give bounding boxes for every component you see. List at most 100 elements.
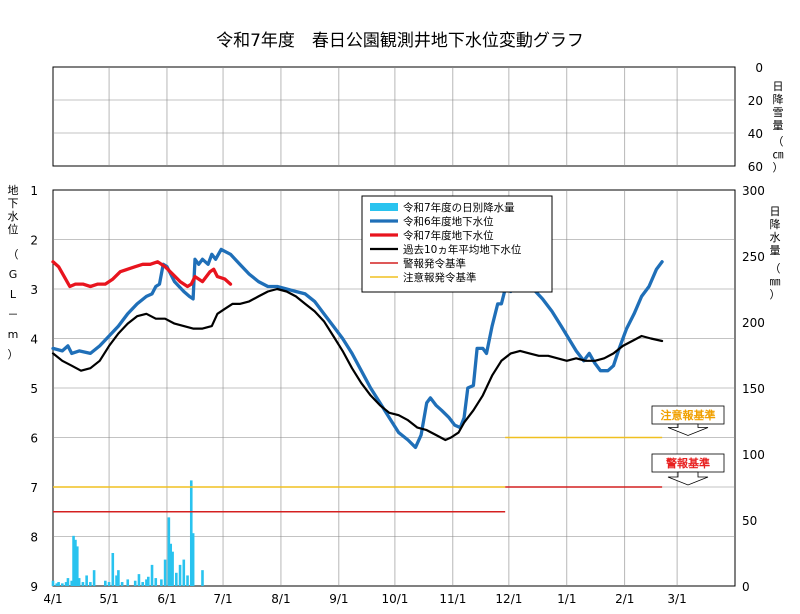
level-axis-unit: －	[8, 308, 19, 321]
level-tick-label: 7	[30, 481, 38, 495]
rainfall-bar	[137, 574, 141, 586]
rainfall-bar	[85, 575, 88, 586]
rainfall-axis-label: 量	[770, 244, 781, 257]
rainfall-axis-unit: （	[770, 262, 781, 275]
x-tick-label: 8/1	[271, 592, 290, 606]
rainfall-bar	[175, 572, 178, 586]
rainfall-bar	[201, 570, 204, 586]
level-tick-label: 9	[30, 580, 38, 594]
level-tick-label: 3	[30, 283, 38, 297]
level-tick-label: 5	[30, 382, 38, 396]
rainfall-bar	[66, 578, 70, 586]
rainfall-bar	[169, 543, 173, 586]
snowfall-axis-label: 雪	[773, 106, 784, 119]
level-axis-unit: m	[8, 328, 19, 341]
threshold-badge-label: 警報基準	[665, 456, 710, 470]
snowfall-tick-label: 60	[748, 160, 763, 174]
x-tick-label: 9/1	[329, 592, 348, 606]
x-tick-label: 5/1	[99, 592, 118, 606]
snowfall-axis-unit: ）	[773, 161, 784, 174]
snowfall-axis-unit: （	[773, 135, 784, 148]
legend-swatch	[370, 203, 398, 211]
rainfall-bar	[150, 564, 154, 586]
x-tick-label: 1/1	[557, 592, 576, 606]
x-tick-label: 11/1	[439, 592, 466, 606]
rainfall-axis-label: 日	[770, 205, 781, 218]
x-tick-label: 2/1	[615, 592, 634, 606]
rainfall-tick-label: 300	[742, 184, 765, 198]
x-tick-label: 3/1	[667, 592, 686, 606]
rainfall-bar	[111, 553, 115, 586]
rainfall-bar	[120, 582, 124, 586]
rainfall-tick-label: 0	[742, 580, 750, 594]
rainfall-bar	[171, 551, 174, 586]
rainfall-axis-label: 水	[770, 231, 781, 244]
threshold-badge-arrow	[667, 423, 709, 436]
level-axis-unit: （	[8, 248, 19, 261]
level-axis-unit: G	[9, 268, 18, 281]
level-axis-unit: ）	[8, 348, 19, 361]
rainfall-bar	[126, 579, 130, 586]
rainfall-bar	[141, 582, 144, 586]
level-axis-label: 下	[8, 197, 19, 210]
x-tick-label: 4/1	[43, 592, 62, 606]
snowfall-axis-label: 日	[773, 80, 784, 93]
snowfall-tick-label: 20	[748, 94, 763, 108]
threshold-badge-arrow	[667, 471, 709, 486]
rainfall-bar	[57, 582, 60, 586]
level-axis-label: 水	[8, 210, 19, 223]
rainfall-axis-unit: ㎜	[770, 275, 781, 288]
level-axis-label: 位	[8, 222, 19, 236]
rainfall-bar	[92, 570, 96, 586]
level-axis-label: 地	[8, 184, 19, 197]
rainfall-axis-label: 降	[770, 217, 781, 231]
rainfall-bar	[182, 559, 186, 586]
rainfall-tick-label: 100	[742, 448, 765, 462]
rainfall-bar	[70, 580, 73, 586]
rainfall-bar	[107, 582, 111, 586]
rainfall-bar	[81, 582, 85, 586]
legend-label: 令和7年度地下水位	[403, 229, 494, 242]
rainfall-tick-label: 50	[742, 514, 757, 528]
rainfall-bar	[61, 583, 64, 586]
rainfall-bar	[154, 578, 158, 586]
snowfall-axis-unit: ㎝	[773, 148, 784, 161]
snowfall-panel	[52, 66, 736, 167]
rainfall-bar	[146, 576, 150, 586]
rainfall-bar	[51, 580, 55, 586]
snowfall-tick-label: 0	[755, 61, 763, 75]
rainfall-bar	[186, 575, 189, 586]
series-line	[51, 287, 664, 442]
rainfall-tick-label: 150	[742, 382, 765, 396]
rainfall-tick-label: 200	[742, 316, 765, 330]
rainfall-axis-unit: ）	[770, 288, 781, 301]
legend-label: 令和7年度の日別降水量	[403, 201, 515, 214]
threshold-badge-label: 注意報基準	[661, 408, 716, 422]
snowfall-tick-label: 40	[748, 127, 763, 141]
legend-label: 令和6年度地下水位	[403, 215, 494, 228]
rainfall-bar	[145, 579, 148, 586]
rainfall-bar	[178, 564, 182, 586]
rainfall-bar	[115, 575, 118, 586]
rainfall-bar	[117, 570, 120, 586]
rainfall-bar	[133, 580, 137, 586]
rainfall-bar	[89, 582, 92, 586]
level-axis-unit: L	[10, 288, 17, 301]
legend-label: 過去10ヵ年平均地下水位	[403, 243, 522, 256]
chart-title: 令和7年度 春日公園観測井地下水位変動グラフ	[216, 31, 584, 51]
level-tick-label: 1	[30, 184, 38, 198]
snowfall-axis-label: 降	[773, 92, 784, 106]
rainfall-bar	[55, 583, 59, 586]
rainfall-bar	[64, 582, 68, 586]
rainfall-bar	[77, 578, 81, 586]
x-tick-label: 10/1	[381, 592, 408, 606]
rainfall-bar	[163, 559, 167, 586]
legend-label: 注意報発令基準	[403, 271, 477, 284]
rainfall-bar	[74, 539, 77, 586]
snowfall-axis-label: 量	[773, 119, 784, 132]
series-line	[51, 260, 233, 289]
rainfall-bar	[191, 533, 195, 586]
level-tick-label: 4	[30, 333, 38, 347]
rainfall-bar	[167, 517, 171, 586]
